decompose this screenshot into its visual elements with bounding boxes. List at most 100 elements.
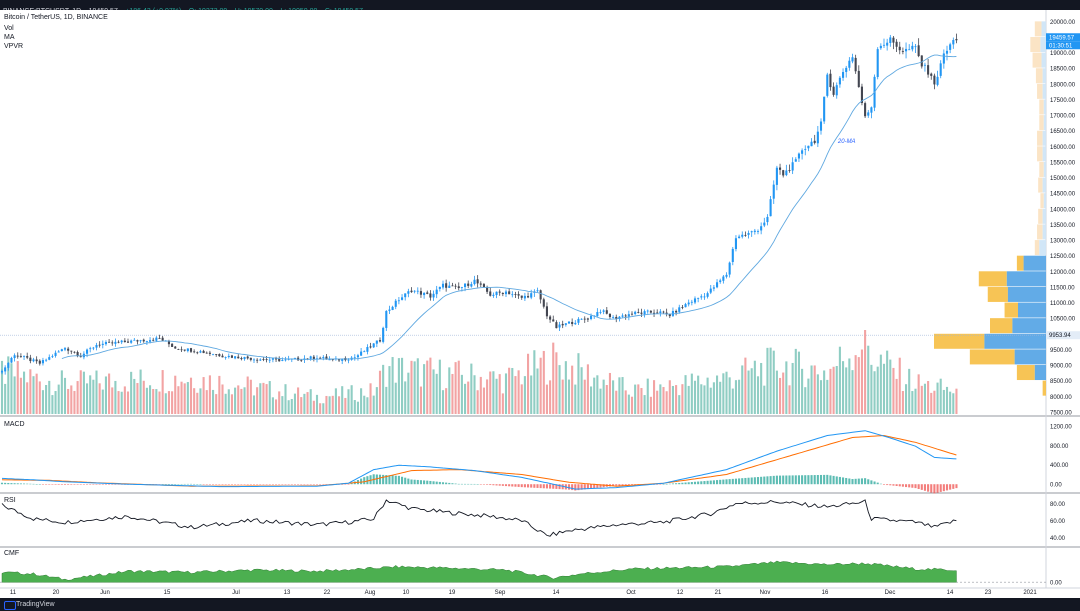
candle-body <box>719 280 722 282</box>
macd-histogram-bar <box>845 477 848 485</box>
candle-body <box>397 300 400 302</box>
macd-histogram-bar <box>189 483 193 485</box>
candle-body <box>756 231 760 232</box>
candle-body <box>542 299 545 307</box>
candle-body <box>854 57 857 72</box>
macd-histogram-bar <box>385 475 388 485</box>
price-tick-label: 18000.00 <box>1050 82 1076 88</box>
candle-body <box>886 42 889 46</box>
volume-bar <box>32 376 35 414</box>
candle-body <box>240 358 243 360</box>
indicator-ma[interactable]: MA <box>4 34 15 41</box>
candle-body <box>388 309 391 311</box>
volume-bar <box>221 384 224 414</box>
price-tick-label: 16000.00 <box>1050 145 1076 151</box>
candle-body <box>120 340 123 343</box>
candle-body <box>492 294 495 296</box>
vpvr-down-bar <box>1041 52 1046 68</box>
volume-bar <box>630 396 634 414</box>
macd-histogram-bar <box>539 484 542 489</box>
macd-histogram-bar <box>230 484 233 485</box>
volume-bar <box>602 379 605 414</box>
volume-bar <box>684 375 687 414</box>
candle-body <box>495 291 498 296</box>
chart-canvas[interactable]: 7500.008000.008500.009000.009500.0010000… <box>0 10 1080 598</box>
time-tick-label: 11 <box>10 590 17 596</box>
candle-body <box>952 40 955 45</box>
volume-bar <box>788 385 791 414</box>
volume-bar <box>180 381 183 414</box>
macd-histogram-bar <box>590 484 593 489</box>
candle-body <box>473 279 476 285</box>
volume-bar <box>101 389 104 414</box>
candle-body <box>842 72 845 78</box>
volume-bar <box>171 391 174 414</box>
candle-body <box>60 349 63 352</box>
volume-bar <box>189 377 193 414</box>
ma20-line <box>61 54 957 360</box>
candle-body <box>234 356 237 359</box>
macd-histogram-bar <box>249 484 252 485</box>
macd-histogram-bar <box>4 482 7 485</box>
macd-histogram-bar <box>671 483 674 485</box>
macd-histogram-bar <box>747 477 750 485</box>
volume-bar <box>35 373 38 414</box>
macd-histogram-bar <box>703 481 706 485</box>
volume-bar <box>404 381 407 414</box>
macd-histogram-bar <box>939 484 942 492</box>
volume-bar <box>281 396 284 414</box>
macd-histogram-bar <box>504 484 508 487</box>
candle-body <box>668 314 671 317</box>
candle-body <box>889 37 892 43</box>
macd-histogram-bar <box>599 484 602 488</box>
candle-body <box>864 103 867 117</box>
candle-body <box>848 60 851 68</box>
volume-bar <box>419 386 422 414</box>
volume-bar <box>807 378 810 414</box>
candle-body <box>731 248 734 262</box>
candle-body <box>212 354 215 356</box>
macd-histogram-bar <box>898 484 901 487</box>
candle-body <box>243 357 246 360</box>
vpvr-up-bar <box>1034 21 1042 37</box>
volume-bar <box>344 397 347 414</box>
candle-body <box>26 356 29 358</box>
macd-histogram-bar <box>766 476 769 485</box>
macd-histogram-bar <box>7 482 10 485</box>
candle-body <box>249 357 252 360</box>
macd-histogram-bar <box>769 476 772 485</box>
volume-bar <box>876 366 879 414</box>
candle-body <box>523 295 526 299</box>
candle-body <box>63 348 67 350</box>
volume-bar <box>7 356 10 414</box>
candle-body <box>111 342 114 344</box>
volume-bar <box>920 385 923 414</box>
volume-bar <box>470 363 473 414</box>
macd-histogram-bar <box>482 484 485 485</box>
macd-histogram-bar <box>284 484 287 485</box>
indicator-vpvr[interactable]: VPVR <box>4 43 24 50</box>
volume-bar <box>445 388 448 414</box>
macd-histogram-bar <box>681 482 684 485</box>
volume-bar <box>262 382 265 414</box>
vpvr-up-bar <box>987 286 1008 302</box>
candle-body <box>426 292 429 294</box>
macd-histogram-bar <box>892 484 895 486</box>
indicator-vol[interactable]: Vol <box>4 25 14 32</box>
macd-histogram-bar <box>180 483 183 485</box>
volume-bar <box>832 366 835 414</box>
volume-bar <box>564 361 567 414</box>
volume-bar <box>719 381 722 414</box>
volume-bar <box>813 365 816 414</box>
poc-tag <box>1046 331 1080 340</box>
macd-histogram-bar <box>86 484 89 485</box>
candle-body <box>791 162 794 171</box>
macd-histogram-bar <box>574 484 577 491</box>
macd-histogram-bar <box>905 484 908 488</box>
candle-body <box>955 38 958 41</box>
volume-bar <box>905 384 908 414</box>
candle-body <box>605 310 608 314</box>
macd-histogram-bar <box>161 484 164 485</box>
macd-histogram-bar <box>914 484 917 489</box>
volume-bar <box>183 383 186 414</box>
